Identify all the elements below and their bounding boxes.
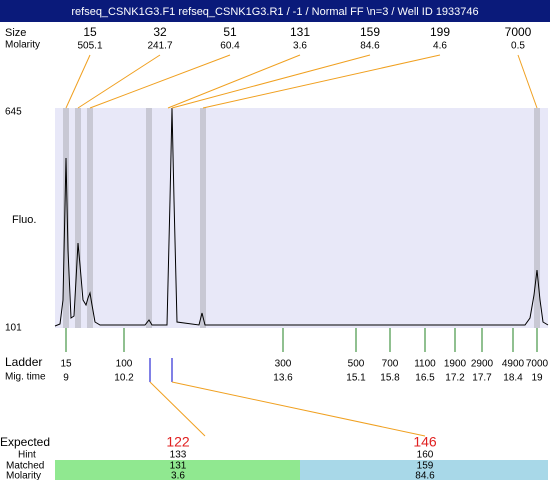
ladder-size: 700 <box>382 359 399 370</box>
peak-molarity: 4.6 <box>433 41 447 52</box>
ladder-size: 4900 <box>502 359 525 370</box>
mig-time: 9 <box>63 373 69 384</box>
matched-bg <box>55 460 300 480</box>
peak-size: 51 <box>223 25 237 39</box>
matched-bg <box>300 460 548 480</box>
mig-time: 17.2 <box>445 373 465 384</box>
ladder-size: 7000 <box>526 359 549 370</box>
peak-connector <box>65 54 91 109</box>
peak-molarity: 505.1 <box>77 41 102 52</box>
ladder-size: 1100 <box>414 359 436 370</box>
matched-size: 159 <box>417 461 434 472</box>
connector <box>171 381 426 437</box>
hint-size: 133 <box>170 450 187 461</box>
y-max-label: 645 <box>5 107 22 118</box>
y-min-label: 101 <box>5 323 22 334</box>
peak-bands <box>63 108 540 328</box>
ladder-size: 500 <box>348 359 365 370</box>
mig-time: 13.6 <box>273 373 293 384</box>
y-axis-label: Fluo. <box>12 214 36 226</box>
expected-size: 122 <box>166 434 190 450</box>
matched-size: 131 <box>170 461 187 472</box>
peak-size: 32 <box>153 25 167 39</box>
peak-connector <box>77 54 161 109</box>
peak-connector <box>89 54 231 109</box>
mig-time: 10.2 <box>114 373 134 384</box>
ladder-size: 1900 <box>444 359 467 370</box>
ladder-row-label: Mig. time <box>5 372 46 383</box>
connector <box>149 381 206 437</box>
ladder-size: 100 <box>116 359 133 370</box>
peak-molarity: 60.4 <box>220 41 240 52</box>
ladder-size: 2900 <box>471 359 494 370</box>
peak-connector <box>171 54 371 109</box>
trace <box>54 107 549 327</box>
peak-molarity: 3.6 <box>293 41 307 52</box>
matched-molarity: 3.6 <box>171 471 185 480</box>
matched-molarity: 84.6 <box>415 471 435 480</box>
title: refseq_CSNK1G3.F1 refseq_CSNK1G3.R1 / -1… <box>71 6 478 18</box>
hint-label: Hint <box>18 450 36 461</box>
peak-connector <box>517 54 538 109</box>
expected-label: Expected <box>0 435 50 449</box>
peak-molarity: 0.5 <box>511 41 525 52</box>
peak-size: 15 <box>83 25 97 39</box>
matched-label: Matched <box>6 461 44 472</box>
mig-time: 15.1 <box>346 373 366 384</box>
peak-row-label: Size <box>5 27 26 39</box>
ladder-size: 300 <box>275 359 292 370</box>
peak-size: 131 <box>290 25 310 39</box>
plot-area <box>55 108 548 328</box>
peak-connector <box>167 54 301 109</box>
peak-size: 199 <box>430 25 450 39</box>
mig-time: 15.8 <box>380 373 400 384</box>
peak-molarity: 84.6 <box>360 41 380 52</box>
peak-size: 7000 <box>505 25 532 39</box>
peak-row-label: Molarity <box>5 40 40 51</box>
mig-time: 18.4 <box>503 373 523 384</box>
mig-time: 19 <box>531 373 543 384</box>
peak-size: 159 <box>360 25 380 39</box>
ladder-size: 15 <box>60 359 72 370</box>
mig-time: 17.7 <box>472 373 492 384</box>
hint-size: 160 <box>417 450 434 461</box>
peak-connector <box>202 54 441 109</box>
molarity-label: Molarity <box>6 471 41 480</box>
ladder-row-label: Ladder <box>5 355 42 369</box>
expected-size: 146 <box>413 434 437 450</box>
title-bar <box>0 0 550 22</box>
mig-time: 16.5 <box>415 373 435 384</box>
peak-molarity: 241.7 <box>147 41 172 52</box>
